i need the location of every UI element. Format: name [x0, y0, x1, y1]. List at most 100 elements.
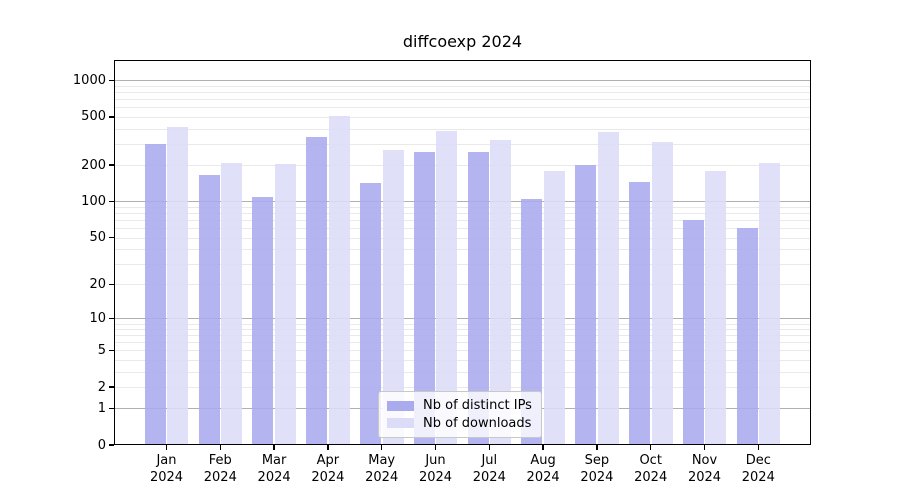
bar-distinct-ips-aug: [521, 198, 543, 445]
y-tick-0: [109, 444, 114, 446]
plot-area: [114, 60, 811, 445]
gridline-minor-40: [114, 249, 811, 251]
gridline-minor-5: [114, 350, 811, 352]
legend: Nb of distinct IPs Nb of downloads: [378, 391, 542, 438]
x-tick-label-line: 2024: [203, 470, 237, 485]
x-tick-label-line: Feb: [208, 453, 232, 468]
gridline-minor-200: [114, 165, 811, 167]
bar-distinct-ips-may: [359, 183, 381, 445]
bar-downloads-jul: [490, 139, 512, 445]
x-tick-label-line: 2024: [472, 470, 506, 485]
x-tick-label-line: 2024: [311, 470, 345, 485]
x-tick-label-feb: Feb 2024: [188, 452, 252, 486]
bar-distinct-ips-apr: [306, 136, 328, 445]
x-tick-label-line: Jul: [481, 453, 498, 468]
x-tick-label-aug: Aug 2024: [511, 452, 575, 486]
y-tick-1000: [109, 79, 114, 82]
gridline-minor-700: [114, 99, 811, 101]
bar-distinct-ips-feb: [198, 175, 220, 445]
x-tick-label-line: Jan: [156, 453, 177, 468]
gridline-minor-300: [114, 143, 811, 145]
x-tick-label-may: May 2024: [350, 452, 414, 486]
bar-downloads-jun: [436, 131, 458, 445]
bar-distinct-ips-sep: [575, 165, 597, 445]
y-tick-100: [109, 200, 114, 203]
bar-downloads-may: [382, 150, 404, 445]
x-tick-label-mar: Mar 2024: [242, 452, 306, 486]
gridline-minor-400: [114, 128, 811, 130]
x-tick-label-line: Mar: [261, 453, 287, 468]
y-tick-10: [109, 317, 114, 320]
gridline-minor-70: [114, 220, 811, 222]
x-tick-label-jun: Jun 2024: [404, 452, 468, 486]
chart-title: diffcoexp 2024: [402, 32, 523, 51]
gridline-minor-20: [114, 284, 811, 286]
bar-distinct-ips-mar: [252, 196, 274, 445]
bar-distinct-ips-jun: [413, 152, 435, 445]
x-tick-label-apr: Apr 2024: [296, 452, 360, 486]
y-tick-label-0: 0: [97, 437, 106, 453]
x-tick-label-line: 2024: [257, 470, 291, 485]
x-tick-mar: [273, 445, 275, 450]
gridline-major-1000: [114, 80, 811, 82]
bar-downloads-apr: [328, 115, 350, 445]
x-tick-aug: [542, 445, 544, 450]
y-tick-label-100: 100: [81, 193, 106, 209]
x-tick-label-line: 2024: [687, 470, 722, 485]
x-tick-label-line: Sep: [584, 453, 610, 468]
x-tick-label-line: Apr: [316, 453, 340, 468]
y-tick-label-1: 1: [97, 400, 106, 416]
x-tick-label-line: Jun: [425, 453, 446, 468]
gridline-minor-4: [114, 360, 811, 362]
x-tick-label-dec: Dec 2024: [726, 452, 790, 486]
legend-swatch-distinct-ips: [387, 400, 414, 411]
y-tick-label-20: 20: [89, 276, 106, 292]
gridline-minor-600: [114, 107, 811, 109]
bar-downloads-feb: [221, 162, 243, 445]
x-tick-label-nov: Nov 2024: [673, 452, 737, 486]
y-tick-label-10: 10: [89, 310, 106, 326]
gridline-minor-9: [114, 323, 811, 325]
x-tick-label-line: Dec: [745, 453, 771, 468]
bar-downloads-oct: [651, 142, 673, 445]
x-tick-label-line: 2024: [149, 470, 184, 485]
bar-distinct-ips-nov: [682, 220, 704, 445]
bar-downloads-mar: [274, 163, 296, 445]
y-tick-5: [109, 349, 114, 352]
legend-item-downloads: Nb of downloads: [387, 415, 533, 433]
y-tick-label-2: 2: [97, 379, 106, 395]
x-tick-label-line: May: [368, 453, 396, 468]
gridline-minor-80: [114, 213, 811, 215]
x-tick-label-line: Aug: [530, 453, 556, 468]
legend-swatch-downloads: [387, 418, 414, 429]
y-tick-label-1000: 1000: [72, 72, 106, 88]
y-tick-1: [109, 407, 114, 410]
legend-label-downloads: Nb of downloads: [423, 415, 532, 431]
x-tick-nov: [703, 445, 706, 450]
bar-distinct-ips-jul: [467, 152, 489, 445]
x-tick-label-line: 2024: [418, 470, 453, 485]
bar-downloads-jan: [167, 126, 189, 445]
gridline-major-10: [114, 318, 811, 320]
gridline-minor-7: [114, 335, 811, 337]
bar-distinct-ips-dec: [736, 228, 758, 445]
gridline-minor-50: [114, 237, 811, 239]
x-tick-feb: [219, 445, 222, 450]
x-tick-jul: [488, 445, 491, 450]
y-tick-2: [109, 386, 114, 388]
legend-item-distinct-ips: Nb of distinct IPs: [387, 397, 533, 415]
y-tick-200: [109, 164, 114, 166]
x-tick-jan: [165, 445, 168, 450]
x-tick-oct: [649, 445, 652, 450]
y-tick-500: [109, 116, 114, 118]
bar-distinct-ips-oct: [628, 182, 650, 445]
x-tick-label-line: 2024: [634, 470, 668, 485]
x-tick-label-line: Oct: [639, 453, 662, 468]
x-tick-sep: [596, 445, 598, 450]
y-tick-label-200: 200: [81, 157, 106, 173]
bar-downloads-dec: [759, 162, 781, 445]
gridline-minor-30: [114, 263, 811, 265]
y-tick-label-500: 500: [81, 109, 106, 125]
x-tick-jun: [434, 445, 437, 450]
bar-downloads-nov: [705, 170, 727, 445]
